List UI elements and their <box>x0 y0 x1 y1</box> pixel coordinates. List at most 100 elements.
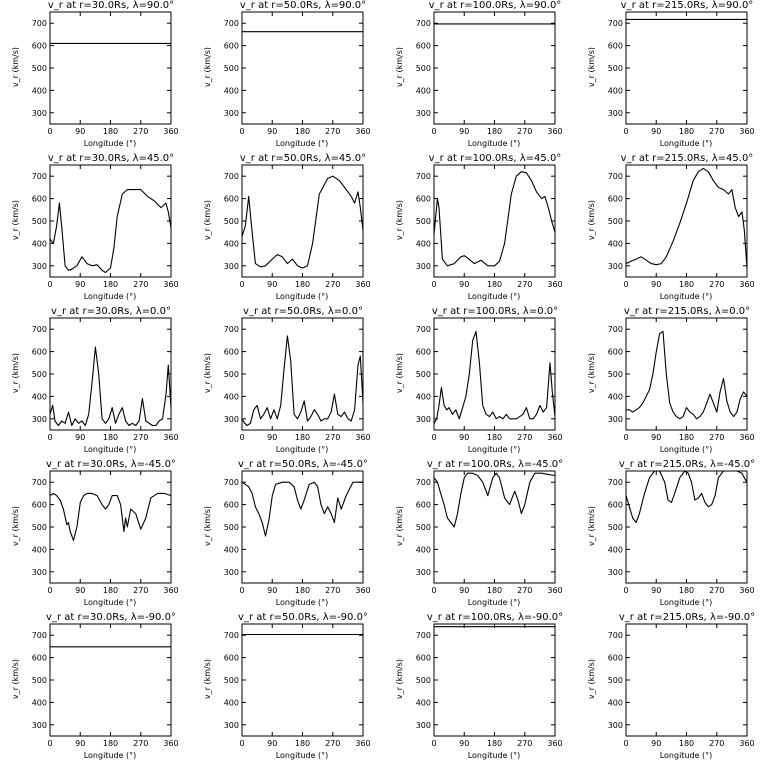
x-axis-label: Longitude (°) <box>275 445 329 454</box>
y-tick-label: 400 <box>224 86 239 95</box>
x-tick-label: 180 <box>295 280 310 289</box>
y-tick-label: 400 <box>416 545 431 554</box>
x-tick-label: 360 <box>163 280 178 289</box>
x-tick-label: 360 <box>739 739 754 748</box>
y-tick-label: 500 <box>224 523 239 532</box>
y-tick-label: 600 <box>608 654 623 663</box>
chart-title: v_r at r=30.0Rs, λ=-45.0° <box>46 459 176 470</box>
y-tick-label: 600 <box>32 501 47 510</box>
y-axis-label: v_r (km/s) <box>11 352 20 394</box>
x-tick-label: 0 <box>239 739 244 748</box>
y-tick-label: 500 <box>416 523 431 532</box>
y-tick-label: 400 <box>224 392 239 401</box>
x-tick-label: 0 <box>239 127 244 136</box>
chart-panel: 0 90 180 270 360 300 400 500 600 700 v_r at r=100.… <box>384 306 576 459</box>
series-line <box>625 470 748 524</box>
x-tick-label: 90 <box>651 586 661 595</box>
y-tick-label: 600 <box>416 195 431 204</box>
x-tick-label: 90 <box>459 127 469 136</box>
chart-panel: 0 90 180 270 360 300 400 500 600 700 v_r at r=50.0… <box>192 612 384 765</box>
x-tick-label: 180 <box>103 739 118 748</box>
y-tick-label: 700 <box>32 325 47 334</box>
x-tick-label: 90 <box>75 280 85 289</box>
x-axis-label: Longitude (°) <box>83 292 137 301</box>
y-tick-label: 700 <box>32 19 47 28</box>
plot-frame <box>625 623 748 737</box>
y-tick-label: 700 <box>608 19 623 28</box>
x-axis-label: Longitude (°) <box>83 598 137 607</box>
plot-frame <box>433 470 556 584</box>
y-tick-label: 400 <box>32 392 47 401</box>
y-axis-label: v_r (km/s) <box>11 505 20 547</box>
y-tick-label: 700 <box>224 325 239 334</box>
x-tick-label: 270 <box>709 739 724 748</box>
chart-panel: 0 90 180 270 360 300 400 500 600 700 v_r at r=215.… <box>576 459 768 612</box>
y-axis-label: v_r (km/s) <box>203 46 212 88</box>
y-tick-label: 600 <box>224 654 239 663</box>
chart-title: v_r at r=100.0Rs, λ=-45.0° <box>426 459 564 470</box>
chart-panel: 0 90 180 270 360 300 400 500 600 700 v_r at r=100.… <box>384 153 576 306</box>
y-tick-label: 300 <box>416 568 431 577</box>
series-line <box>49 346 172 427</box>
chart-title: v_r at r=50.0Rs, λ=-90.0° <box>238 612 368 623</box>
x-tick-label: 90 <box>651 280 661 289</box>
y-tick-label: 600 <box>32 654 47 663</box>
chart-plot: 0 90 180 270 360 300 400 500 600 700 <box>416 11 563 136</box>
chart-panel: 0 90 180 270 360 300 400 500 600 700 v_r at r=30.0… <box>0 306 192 459</box>
chart-plot: 0 90 180 270 360 300 400 500 600 700 <box>32 317 179 442</box>
x-tick-label: 270 <box>325 280 340 289</box>
x-axis-label: Longitude (°) <box>467 598 521 607</box>
x-axis-label: Longitude (°) <box>467 445 521 454</box>
x-tick-label: 180 <box>679 739 694 748</box>
y-tick-label: 500 <box>416 676 431 685</box>
y-tick-label: 300 <box>608 721 623 730</box>
x-tick-label: 180 <box>295 433 310 442</box>
chart-plot: 0 90 180 270 360 300 400 500 600 700 <box>608 470 755 595</box>
x-tick-label: 270 <box>709 586 724 595</box>
y-axis-label: v_r (km/s) <box>587 352 596 394</box>
x-tick-label: 270 <box>709 433 724 442</box>
y-tick-label: 300 <box>224 721 239 730</box>
x-tick-label: 90 <box>267 127 277 136</box>
series-line <box>626 330 748 420</box>
y-tick-label: 700 <box>608 172 623 181</box>
x-tick-label: 90 <box>267 739 277 748</box>
x-tick-label: 180 <box>295 127 310 136</box>
plot-frame <box>49 623 172 737</box>
chart-plot: 0 90 180 270 360 300 400 500 600 700 <box>416 317 563 442</box>
y-tick-label: 600 <box>32 42 47 51</box>
chart-panel: 0 90 180 270 360 300 400 500 600 700 v_r at r=215.… <box>576 612 768 765</box>
plot-frame <box>49 11 172 125</box>
y-axis-label: v_r (km/s) <box>587 46 596 88</box>
x-tick-label: 270 <box>709 280 724 289</box>
x-tick-label: 270 <box>133 586 148 595</box>
chart-plot: 0 90 180 270 360 300 400 500 600 700 <box>32 11 179 136</box>
chart-title: v_r at r=30.0Rs, λ=90.0° <box>47 0 175 11</box>
x-tick-label: 360 <box>163 739 178 748</box>
x-tick-label: 0 <box>623 433 628 442</box>
x-tick-label: 90 <box>459 739 469 748</box>
y-tick-label: 400 <box>608 698 623 707</box>
y-tick-label: 300 <box>224 109 239 118</box>
chart-title: v_r at r=215.0Rs, λ=0.0° <box>623 306 751 317</box>
chart-title: v_r at r=100.0Rs, λ=-90.0° <box>426 612 564 623</box>
chart-panel: 0 90 180 270 360 300 400 500 600 700 v_r at r=50.0… <box>192 153 384 306</box>
x-axis-label: Longitude (°) <box>467 751 521 760</box>
x-tick-label: 180 <box>679 280 694 289</box>
chart-panel: 0 90 180 270 360 300 400 500 600 700 v_r at r=100.… <box>384 612 576 765</box>
x-tick-label: 180 <box>487 280 502 289</box>
x-tick-label: 270 <box>517 586 532 595</box>
x-tick-label: 360 <box>163 433 178 442</box>
y-tick-label: 700 <box>224 478 239 487</box>
x-tick-label: 360 <box>739 280 754 289</box>
y-tick-label: 500 <box>608 370 623 379</box>
chart-title: v_r at r=215.0Rs, λ=-90.0° <box>618 612 756 623</box>
x-tick-label: 180 <box>679 433 694 442</box>
y-tick-label: 700 <box>608 325 623 334</box>
chart-plot: 0 90 180 270 360 300 400 500 600 700 <box>608 317 755 442</box>
x-tick-label: 0 <box>431 586 436 595</box>
y-tick-label: 300 <box>608 568 623 577</box>
x-tick-label: 270 <box>133 280 148 289</box>
y-axis-label: v_r (km/s) <box>587 658 596 700</box>
y-tick-label: 600 <box>224 195 239 204</box>
